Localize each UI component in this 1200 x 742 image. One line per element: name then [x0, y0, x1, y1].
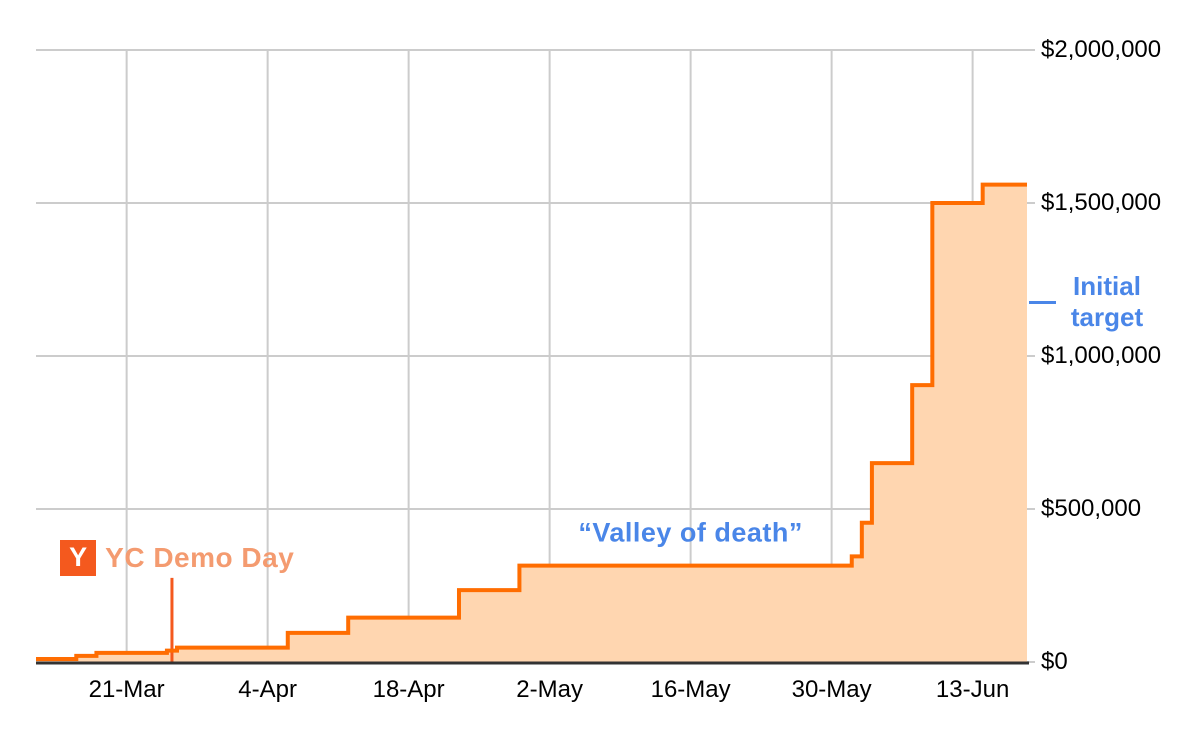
- initial-target-label: Initial target: [1070, 271, 1144, 333]
- y-axis-tick-label: $500,000: [1041, 495, 1142, 522]
- y-axis-tick-label: $0: [1041, 648, 1068, 675]
- valley-of-death-label: “Valley of death”: [578, 517, 803, 548]
- yc-demo-day-label: YC Demo Day: [105, 541, 295, 573]
- y-axis-tick-label: $2,000,000: [1041, 36, 1162, 63]
- x-axis-tick-label: 16-May: [650, 676, 731, 703]
- series-area: [36, 184, 1027, 662]
- x-axis-tick-label: 4-Apr: [238, 676, 297, 703]
- yc-logo-icon: Y: [60, 539, 97, 576]
- x-axis-tick-label: 13-Jun: [935, 676, 1010, 703]
- yc-logo-letter: Y: [69, 542, 88, 573]
- yc-demo-day-annotation: Y YC Demo Day: [60, 539, 295, 576]
- y-axis-tick-label: $1,000,000: [1041, 342, 1162, 369]
- x-axis-tick-label: 2-May: [516, 676, 583, 703]
- x-axis-tick-label: 21-Mar: [88, 676, 165, 703]
- y-axis-tick-label: $1,500,000: [1041, 189, 1162, 216]
- x-axis-tick-label: 30-May: [791, 676, 872, 703]
- x-axis-tick-label: 18-Apr: [372, 676, 445, 703]
- series-line: [36, 182, 1027, 661]
